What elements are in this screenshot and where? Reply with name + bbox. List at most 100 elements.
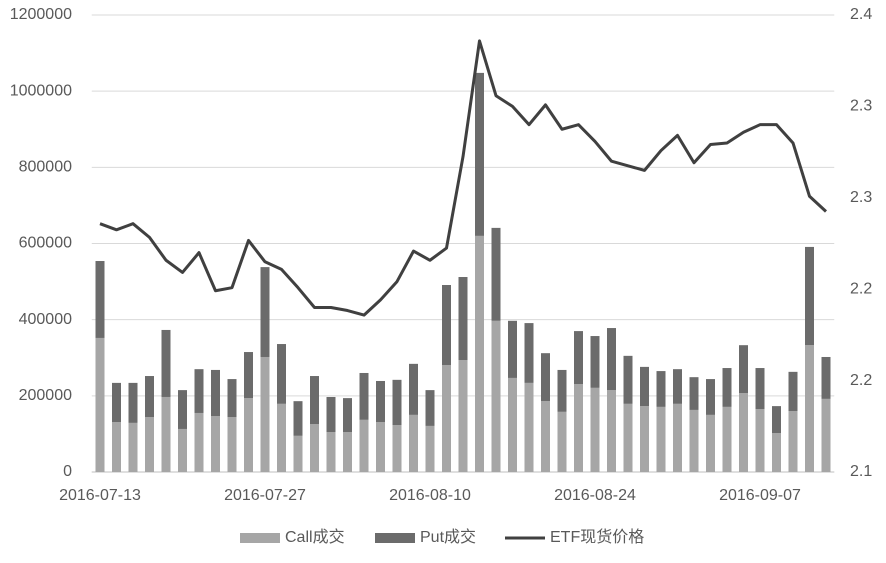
bar <box>260 356 270 472</box>
bar <box>277 403 286 472</box>
y2-tick-label: 2.2 <box>850 372 872 389</box>
bar <box>161 329 171 397</box>
bar <box>590 336 600 388</box>
bar <box>706 379 715 415</box>
y2-tick-label: 2.4 <box>850 6 872 23</box>
bar <box>475 235 484 472</box>
bar <box>755 368 765 410</box>
bar <box>277 344 286 404</box>
bar <box>95 261 105 338</box>
bar <box>673 369 682 404</box>
bar <box>722 406 732 472</box>
bar <box>524 323 534 383</box>
bar <box>607 390 616 472</box>
y-tick-label: 400000 <box>19 311 72 328</box>
bar <box>722 368 732 407</box>
bar <box>574 331 583 385</box>
y2-tick-label: 2.3 <box>850 98 872 115</box>
bar <box>326 432 336 472</box>
y-tick-label: 200000 <box>19 387 72 404</box>
bar <box>557 411 567 472</box>
bar <box>772 433 781 472</box>
bar <box>145 417 154 472</box>
bar <box>376 380 385 423</box>
bar <box>145 376 154 418</box>
bar <box>359 419 369 472</box>
bar <box>491 227 501 321</box>
bar <box>343 398 352 433</box>
bar <box>656 371 666 407</box>
bar <box>310 376 319 425</box>
bar <box>788 411 798 472</box>
y2-tick-label: 2.3 <box>850 189 872 206</box>
bar <box>656 406 666 472</box>
bar <box>112 422 121 472</box>
bar <box>590 387 600 472</box>
legend-label: ETF现货价格 <box>550 528 644 546</box>
bar <box>508 320 517 378</box>
bar <box>508 377 517 472</box>
bar <box>425 390 435 426</box>
bar <box>293 435 303 472</box>
bar <box>524 382 534 472</box>
bar <box>772 406 781 434</box>
x-tick-label: 2016-07-13 <box>59 487 141 504</box>
bar <box>475 72 484 236</box>
bar <box>392 379 402 426</box>
bar <box>541 401 550 472</box>
legend-label: Call成交 <box>285 528 345 546</box>
bar <box>376 422 385 472</box>
bar <box>755 409 765 472</box>
x-tick-label: 2016-09-07 <box>719 487 801 504</box>
y-tick-label: 1000000 <box>10 82 72 99</box>
bar <box>574 384 583 472</box>
bar <box>95 337 105 472</box>
bar <box>128 422 138 472</box>
bar <box>425 425 435 472</box>
y-tick-label: 1200000 <box>10 6 72 23</box>
bar <box>194 412 204 472</box>
bar <box>821 356 831 399</box>
bar <box>821 398 831 472</box>
bar <box>310 424 319 472</box>
bar <box>491 320 501 472</box>
bar <box>541 353 550 402</box>
bar <box>706 414 715 472</box>
x-tick-label: 2016-07-27 <box>224 487 306 504</box>
bar <box>623 403 633 472</box>
bar <box>458 277 468 361</box>
legend-label: Put成交 <box>420 528 476 546</box>
bar <box>293 401 303 436</box>
bar <box>392 425 402 472</box>
bar <box>178 390 187 429</box>
bar <box>805 246 814 346</box>
bar <box>244 352 253 399</box>
bar <box>739 393 748 472</box>
bar <box>409 414 418 472</box>
bar <box>326 396 336 433</box>
bar <box>211 416 220 472</box>
legend-swatch <box>240 533 280 543</box>
bar <box>640 366 649 407</box>
bar <box>673 403 682 472</box>
bar <box>409 363 418 415</box>
bar <box>607 328 616 391</box>
y-tick-label: 600000 <box>19 235 72 252</box>
y-tick-label: 0 <box>63 463 72 480</box>
line <box>99 39 828 317</box>
bar <box>442 285 451 365</box>
x-tick-label: 2016-08-24 <box>554 487 636 504</box>
bar <box>359 372 369 420</box>
bar <box>161 396 171 472</box>
bar <box>194 369 204 413</box>
bar <box>458 360 468 472</box>
y2-tick-label: 2.2 <box>850 280 872 297</box>
y-tick-label: 800000 <box>19 159 72 176</box>
bar <box>442 364 451 472</box>
bar <box>178 428 187 472</box>
legend-swatch <box>375 533 415 543</box>
bar <box>128 382 138 423</box>
bar <box>244 398 253 472</box>
bar <box>739 345 748 394</box>
